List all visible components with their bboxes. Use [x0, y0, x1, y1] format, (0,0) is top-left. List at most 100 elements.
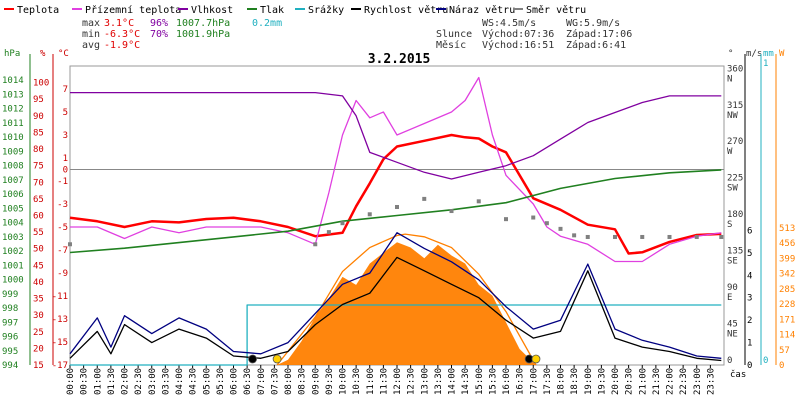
- humidity-tick-11: 70: [33, 178, 44, 188]
- direction-tick-label-7: NW: [727, 111, 738, 121]
- x-tick-14: 07:00: [257, 368, 267, 395]
- x-tick-8: 04:00: [175, 368, 185, 395]
- direction-tick-4: 180: [727, 210, 743, 220]
- humidity-tick-6: 45: [33, 261, 44, 271]
- wind-tick-5: 5: [747, 249, 752, 259]
- direction-point-6: [422, 196, 427, 201]
- direction-point-19: [719, 234, 724, 239]
- stat-avg-label: avg: [82, 40, 100, 51]
- moonset-marker: [248, 354, 257, 364]
- x-tick-19: 09:30: [325, 368, 335, 395]
- legend-label-5: Rychlost větru: [364, 4, 448, 16]
- temperature-tick-4: -9: [57, 269, 68, 279]
- x-tick-30: 15:00: [475, 368, 485, 395]
- direction-point-18: [694, 234, 699, 239]
- x-tick-12: 06:00: [230, 368, 240, 395]
- direction-tick-8: 360: [727, 64, 743, 74]
- wind-speed-current: WS:4.5m/s: [482, 18, 536, 29]
- x-tick-22: 11:00: [366, 368, 376, 395]
- direction-point-9: [504, 217, 508, 222]
- x-tick-16: 08:00: [284, 368, 294, 395]
- humidity-tick-3: 30: [33, 311, 44, 321]
- temperature-unit: °C: [58, 49, 69, 59]
- humidity-tick-14: 85: [33, 128, 44, 138]
- direction-tick-7: 315: [727, 101, 743, 111]
- x-tick-5: 02:30: [134, 368, 144, 395]
- stats-block: max 3.1°C 96% 1007.7hPa 0.2mm min -6.3°C…: [82, 18, 632, 51]
- stat-max-humidity: 96%: [150, 18, 168, 29]
- pressure-tick-12: 1006: [2, 190, 24, 200]
- moonrise-time: Východ:16:51: [482, 39, 554, 51]
- solar-tick-9: 513: [779, 224, 795, 234]
- sunrise-time: Východ:07:36: [482, 28, 554, 40]
- solar-tick-2: 114: [779, 331, 795, 341]
- pressure-tick-3: 997: [2, 318, 18, 328]
- x-tick-17: 08:30: [298, 368, 308, 395]
- x-tick-47: 23:30: [706, 368, 716, 395]
- series-line-1: [70, 76, 722, 263]
- direction-tick-5: 225: [727, 174, 743, 184]
- direction-point-16: [640, 234, 645, 239]
- legend-label-6: Náraz větru: [449, 4, 515, 16]
- direction-point-3: [340, 221, 345, 226]
- stat-min-label: min: [82, 29, 100, 40]
- moonset-time: Západ:6:41: [566, 39, 626, 51]
- temperature-tick-13: 7: [63, 85, 68, 95]
- legend-label-2: Vlhkost: [191, 5, 233, 16]
- x-tick-45: 22:30: [679, 368, 689, 395]
- pressure-tick-0: 994: [2, 361, 18, 371]
- x-tick-25: 12:30: [407, 368, 417, 395]
- pressure-tick-7: 1001: [2, 261, 24, 271]
- temperature-tick-5: -7: [57, 246, 68, 256]
- direction-tick-6: 270: [727, 137, 743, 147]
- humidity-tick-2: 25: [33, 328, 44, 338]
- pressure-tick-9: 1003: [2, 233, 24, 243]
- x-tick-24: 12:00: [393, 368, 403, 395]
- stat-min-humidity: 70%: [150, 29, 168, 40]
- x-tick-23: 11:30: [379, 368, 389, 395]
- pressure-tick-11: 1005: [2, 204, 24, 214]
- rain-tick-1: 1: [763, 59, 768, 69]
- stat-avg-temp: -1.9°C: [104, 40, 140, 51]
- temperature-tick-10: 1: [63, 154, 68, 164]
- pressure-tick-14: 1008: [2, 162, 24, 172]
- x-tick-31: 15:30: [488, 368, 498, 395]
- direction-tick-label-2: E: [727, 293, 732, 303]
- pressure-tick-4: 998: [2, 304, 18, 314]
- direction-point-8: [476, 199, 481, 204]
- x-tick-27: 13:30: [434, 368, 444, 395]
- direction-tick-label-6: W: [727, 147, 733, 157]
- solar-tick-6: 342: [779, 270, 795, 280]
- x-tick-41: 20:30: [625, 368, 635, 395]
- rain-tick-0: 0: [763, 356, 768, 366]
- x-tick-32: 16:00: [502, 368, 512, 395]
- series-line-2: [70, 91, 722, 180]
- pressure-tick-16: 1010: [2, 133, 24, 143]
- stat-max-temp: 3.1°C: [104, 18, 134, 29]
- direction-tick-label-5: SW: [727, 184, 738, 194]
- solar-tick-0: 0: [779, 361, 784, 371]
- direction-tick-label-4: S: [727, 220, 732, 230]
- x-tick-43: 21:30: [652, 368, 662, 395]
- moon-label: Měsíc: [436, 39, 466, 51]
- stat-min-pressure: 1001.9hPa: [176, 29, 230, 40]
- pressure-unit: hPa: [4, 49, 20, 59]
- pressure-tick-2: 996: [2, 333, 18, 343]
- direction-point-11: [544, 221, 549, 226]
- x-tick-37: 18:30: [570, 368, 580, 395]
- x-tick-33: 16:30: [516, 368, 526, 395]
- humidity-tick-7: 50: [33, 245, 44, 255]
- x-tick-44: 22:00: [666, 368, 676, 395]
- x-tick-2: 01:00: [93, 368, 103, 395]
- x-tick-26: 13:00: [420, 368, 430, 395]
- series-line-3: [69, 169, 722, 254]
- legend-label-1: Přízemní teplota: [85, 4, 181, 16]
- solar-radiation: [276, 233, 537, 366]
- x-tick-35: 17:30: [543, 368, 553, 395]
- x-tick-21: 10:30: [352, 368, 362, 395]
- solar-tick-7: 399: [779, 254, 795, 264]
- humidity-tick-17: 100: [33, 79, 49, 89]
- stat-min-temp: -6.3°C: [104, 29, 140, 40]
